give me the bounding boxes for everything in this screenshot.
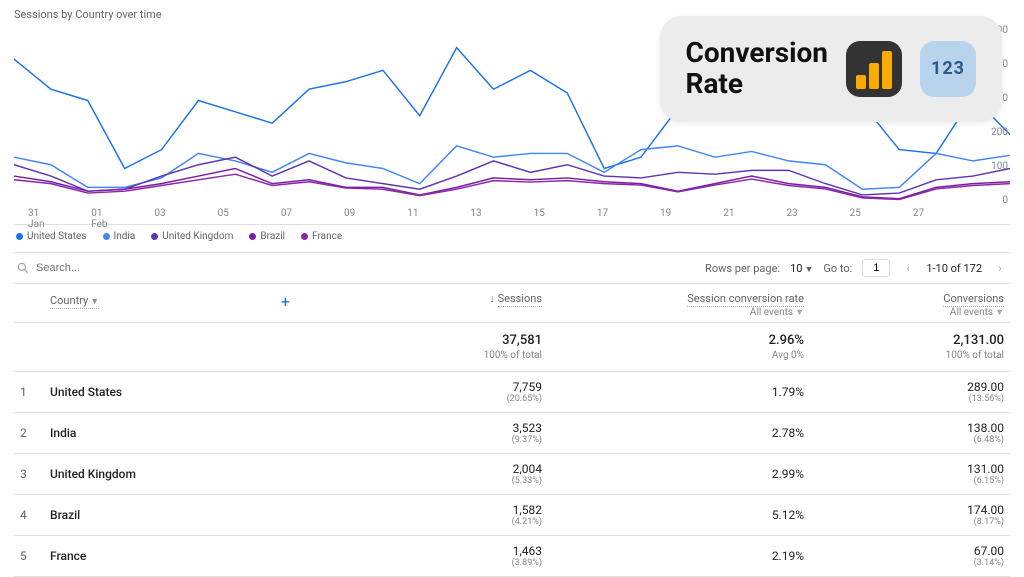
legend-item[interactable]: India: [103, 231, 136, 242]
next-page-button[interactable]: ›: [992, 260, 1008, 276]
toolbar: Rows per page: 10▼ Go to: ‹ 1-10 of 172 …: [14, 253, 1010, 284]
col-sessions[interactable]: Sessions: [498, 292, 542, 307]
table-row[interactable]: 2India3,523(9.37%)2.78%138.00(6.48%): [14, 413, 1010, 454]
legend-item[interactable]: France: [301, 231, 342, 242]
prev-page-button[interactable]: ‹: [900, 260, 916, 276]
add-dimension-button[interactable]: +: [281, 292, 290, 311]
legend-item[interactable]: United States: [16, 231, 87, 242]
analytics-icon: [846, 41, 902, 97]
table-row[interactable]: 1United States7,759(20.65%)1.79%289.00(1…: [14, 372, 1010, 413]
legend-item[interactable]: United Kingdom: [151, 231, 233, 242]
pager: Rows per page: 10▼ Go to: ‹ 1-10 of 172 …: [705, 259, 1008, 277]
col-conv-sub[interactable]: All events▼: [844, 307, 1004, 318]
overlay-title-1: Conversion: [686, 38, 829, 69]
legend-item[interactable]: Brazil: [249, 231, 285, 242]
col-country[interactable]: Country▼: [50, 294, 99, 309]
number-badge-icon: 123: [920, 41, 976, 97]
rows-per-page-value[interactable]: 10▼: [790, 262, 813, 275]
sort-arrow-icon: ↓: [489, 292, 497, 305]
table-header: Country▼ + ↓ Sessions Session conversion…: [14, 284, 1010, 323]
totals-row: 37,581100% of total 2.96%Avg 0% 2,131.00…: [14, 323, 1010, 372]
goto-label: Go to:: [823, 262, 852, 275]
search-icon: [16, 261, 30, 275]
chart-legend: United States India United Kingdom Brazil Fr…: [14, 225, 1010, 253]
total-sessions: 37,581: [502, 333, 542, 348]
col-rate[interactable]: Session conversion rate: [687, 292, 804, 307]
table-row[interactable]: 4Brazil1,582(4.21%)5.12%174.00(8.17%): [14, 495, 1010, 536]
col-rate-sub[interactable]: All events▼: [582, 307, 804, 318]
data-table: Country▼ + ↓ Sessions Session conversion…: [14, 284, 1010, 577]
table-row[interactable]: 5France1,463(3.89%)2.19%67.00(3.14%): [14, 536, 1010, 577]
goto-input[interactable]: [862, 259, 890, 277]
col-conversions[interactable]: Conversions: [943, 292, 1004, 307]
overlay-title-2: Rate: [686, 69, 829, 100]
total-conversions: 2,131.00: [953, 333, 1004, 348]
rows-per-page-label: Rows per page:: [705, 262, 780, 275]
page-range: 1-10 of 172: [926, 262, 982, 275]
search-input[interactable]: [36, 262, 216, 274]
total-rate: 2.96%: [769, 333, 804, 348]
table-row[interactable]: 3United Kingdom2,004(5.33%)2.99%131.00(6…: [14, 454, 1010, 495]
overlay-card: Conversion Rate 123: [660, 16, 1003, 122]
